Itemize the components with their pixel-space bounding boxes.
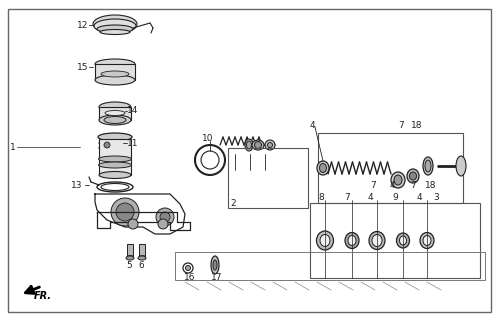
Ellipse shape (423, 157, 433, 175)
Circle shape (116, 203, 134, 221)
Text: 7: 7 (410, 180, 416, 189)
Bar (310, 203, 480, 278)
Ellipse shape (213, 260, 217, 270)
Ellipse shape (101, 71, 129, 77)
Ellipse shape (211, 256, 219, 274)
Circle shape (160, 212, 170, 222)
Ellipse shape (97, 182, 133, 192)
Ellipse shape (98, 133, 132, 141)
Text: 13: 13 (71, 180, 82, 189)
Text: 10: 10 (202, 133, 214, 142)
Text: 16: 16 (184, 273, 196, 282)
Ellipse shape (319, 164, 326, 172)
Circle shape (158, 219, 168, 229)
Text: 6: 6 (138, 261, 144, 270)
Ellipse shape (423, 236, 431, 245)
Bar (99, 107, 131, 120)
Ellipse shape (397, 233, 410, 248)
Bar (228, 148, 308, 208)
Ellipse shape (265, 140, 275, 150)
Ellipse shape (425, 160, 431, 172)
Ellipse shape (186, 266, 191, 270)
Ellipse shape (400, 236, 407, 245)
Text: FR.: FR. (34, 291, 52, 301)
Ellipse shape (104, 116, 126, 124)
Ellipse shape (267, 142, 272, 148)
Circle shape (156, 208, 174, 226)
Polygon shape (95, 194, 185, 234)
Ellipse shape (394, 175, 402, 185)
Text: 2: 2 (230, 198, 236, 207)
Circle shape (104, 142, 110, 148)
Ellipse shape (254, 141, 261, 148)
Bar (99, 139, 131, 175)
Ellipse shape (391, 172, 405, 188)
Text: 9: 9 (392, 194, 398, 203)
Ellipse shape (99, 145, 131, 151)
Ellipse shape (138, 256, 146, 260)
Ellipse shape (320, 235, 330, 246)
Text: 8: 8 (318, 194, 324, 203)
Circle shape (111, 198, 139, 226)
Ellipse shape (316, 231, 333, 250)
Text: 4: 4 (368, 194, 374, 203)
Ellipse shape (98, 162, 132, 168)
Ellipse shape (101, 183, 129, 190)
Ellipse shape (372, 235, 382, 246)
Text: 4: 4 (310, 121, 316, 130)
Bar (175, 252, 485, 280)
Ellipse shape (95, 75, 135, 85)
Ellipse shape (94, 19, 136, 33)
Ellipse shape (99, 172, 131, 179)
Ellipse shape (98, 156, 132, 162)
Ellipse shape (410, 172, 417, 180)
Ellipse shape (407, 169, 419, 183)
Text: 12: 12 (77, 20, 88, 29)
Circle shape (128, 219, 138, 229)
Text: 15: 15 (77, 62, 88, 71)
Ellipse shape (420, 233, 434, 249)
Text: 18: 18 (411, 121, 423, 130)
Text: 7: 7 (344, 194, 350, 203)
Ellipse shape (456, 156, 466, 176)
Bar (95, 64, 135, 80)
Bar (318, 133, 463, 203)
Bar (139, 244, 145, 258)
Ellipse shape (93, 15, 137, 33)
Text: 11: 11 (127, 139, 139, 148)
Polygon shape (97, 212, 190, 230)
Ellipse shape (201, 151, 219, 169)
Ellipse shape (345, 233, 359, 249)
Text: 4: 4 (390, 180, 396, 189)
Ellipse shape (100, 29, 130, 35)
Bar (127, 244, 133, 258)
Ellipse shape (348, 236, 356, 245)
Ellipse shape (317, 161, 329, 175)
Ellipse shape (97, 25, 133, 33)
Ellipse shape (99, 140, 131, 146)
Text: 5: 5 (126, 261, 132, 270)
Text: 17: 17 (211, 273, 223, 282)
Text: 7: 7 (370, 180, 376, 189)
Ellipse shape (105, 110, 125, 116)
Text: 14: 14 (127, 106, 138, 115)
Text: 7: 7 (398, 121, 404, 130)
Ellipse shape (183, 263, 193, 273)
Ellipse shape (247, 141, 251, 149)
Ellipse shape (245, 139, 253, 151)
Text: 3: 3 (433, 194, 439, 203)
Ellipse shape (126, 256, 134, 260)
Text: 1: 1 (10, 142, 16, 151)
Ellipse shape (95, 59, 135, 69)
Ellipse shape (99, 115, 131, 125)
Text: 18: 18 (425, 180, 437, 189)
Text: 4: 4 (417, 194, 423, 203)
Ellipse shape (195, 145, 225, 175)
Ellipse shape (252, 140, 264, 150)
Ellipse shape (369, 231, 385, 250)
Ellipse shape (99, 102, 131, 112)
